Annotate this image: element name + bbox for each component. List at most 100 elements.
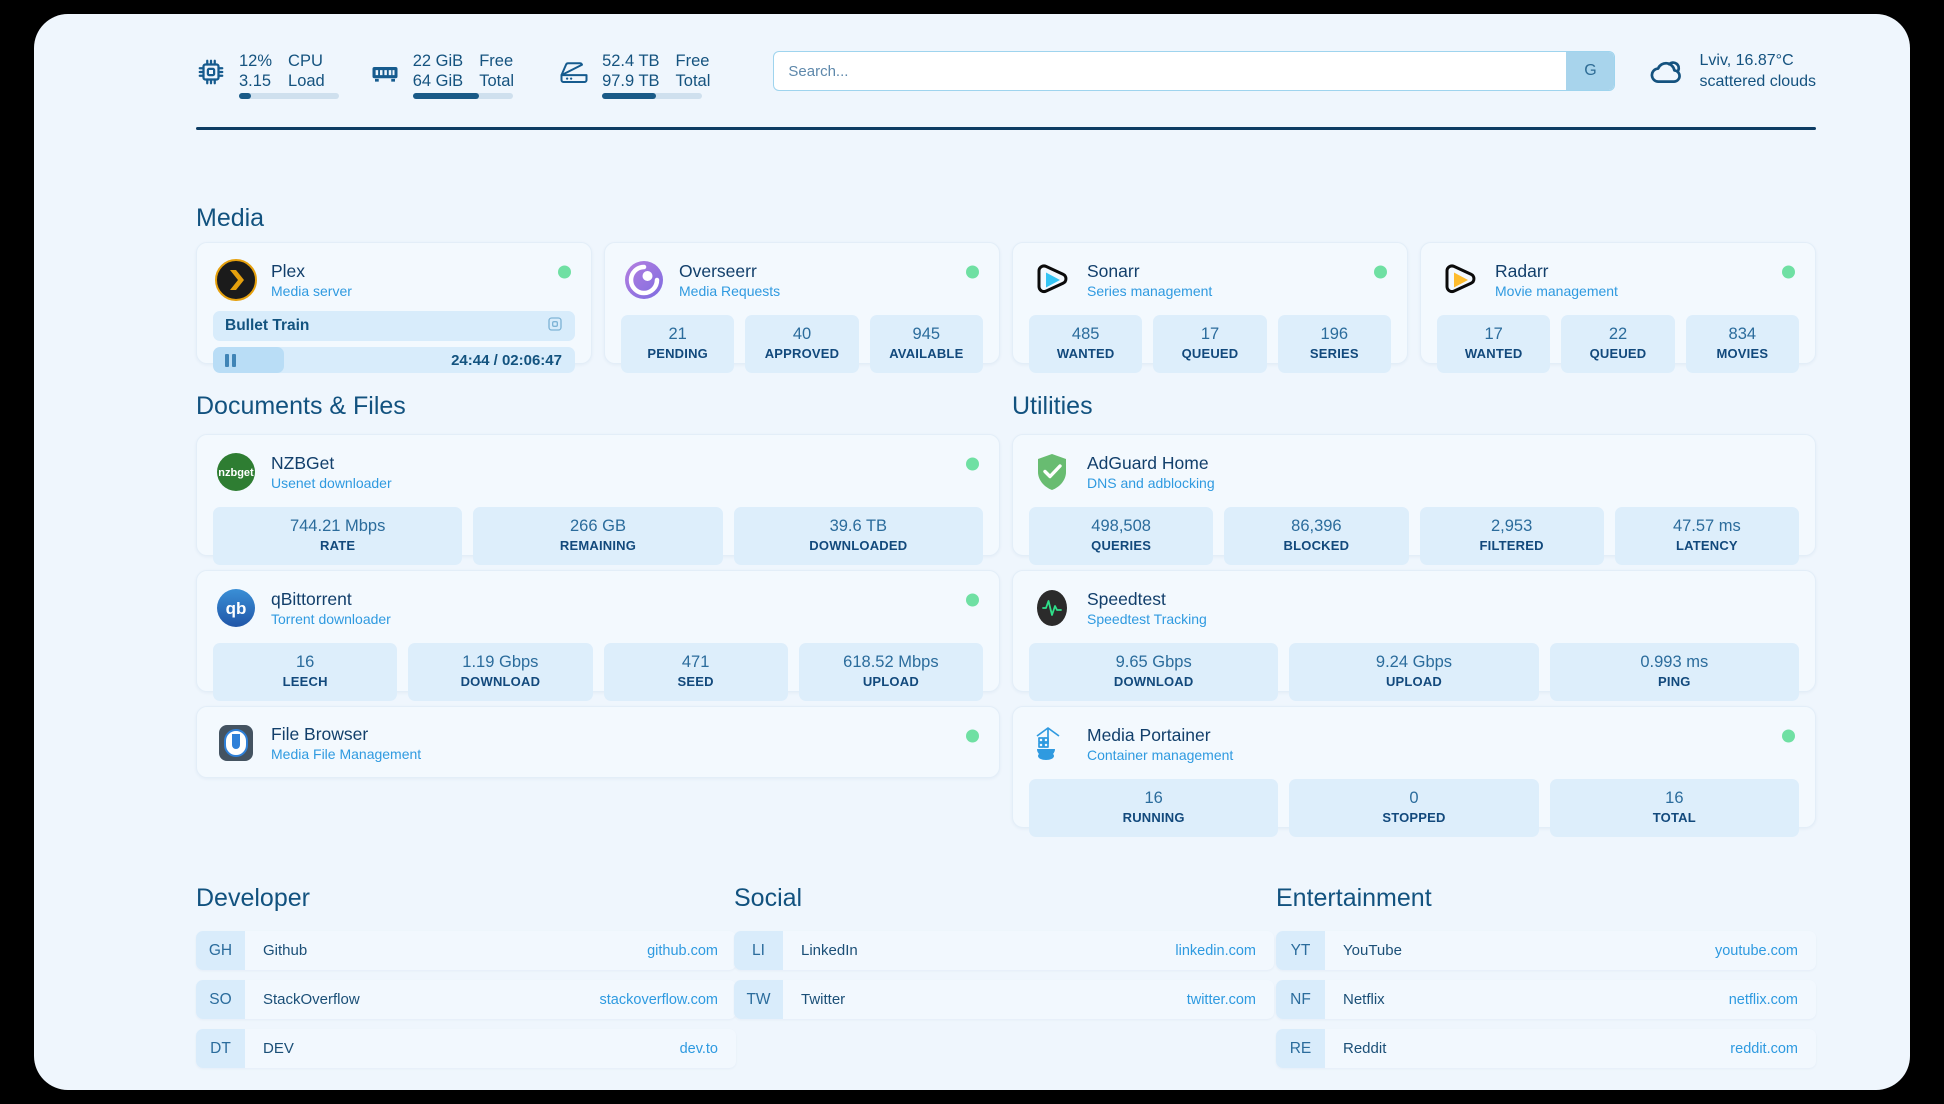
stat-label: SERIES xyxy=(1309,346,1359,361)
bookmark-name: YouTube xyxy=(1343,942,1402,959)
bookmark-item-youtube[interactable]: YT YouTube youtube.com xyxy=(1276,931,1816,970)
cpu-usage-value: 12% xyxy=(239,52,273,70)
card-sonarr-header: Sonarr Series management xyxy=(1013,243,1407,301)
stat-box: 1.19 Gbps DOWNLOAD xyxy=(408,643,593,701)
stat-box: 16 TOTAL xyxy=(1549,779,1799,837)
radarr-icon xyxy=(1439,259,1481,301)
stat-label: MOVIES xyxy=(1716,346,1769,361)
stat-label: RUNNING xyxy=(1122,810,1185,825)
bookmark-item-dev[interactable]: DT DEV dev.to xyxy=(196,1029,736,1068)
status-dot-sonarr xyxy=(1374,265,1387,279)
bookmark-abbr: SO xyxy=(196,980,245,1019)
bookmark-item-linkedin[interactable]: LI LinkedIn linkedin.com xyxy=(734,931,1274,970)
card-speedtest[interactable]: Speedtest Speedtest Tracking 9.65 Gbps D… xyxy=(1012,570,1816,701)
stat-value: 2,953 xyxy=(1490,517,1533,535)
card-sonarr[interactable]: Sonarr Series management 485 WANTED 17 Q… xyxy=(1012,242,1408,373)
ram-label-2: Total xyxy=(479,72,515,90)
cpu-label-1: CPU xyxy=(288,52,323,70)
bookmark-url[interactable]: stackoverflow.com xyxy=(599,991,718,1008)
bookmark-group-title: Developer xyxy=(196,884,310,912)
card-radarr[interactable]: Radarr Movie management 17 WANTED 22 QUE… xyxy=(1420,242,1816,373)
bookmark-group-title: Entertainment xyxy=(1276,884,1432,912)
stat-box: 39.6 TB DOWNLOADED xyxy=(733,507,983,565)
card-sonarr-name: Sonarr xyxy=(1087,260,1140,281)
card-speedtest-header: Speedtest Speedtest Tracking xyxy=(1013,571,1815,629)
bookmark-name: DEV xyxy=(263,1040,294,1057)
bookmark-url[interactable]: linkedin.com xyxy=(1175,942,1256,959)
bookmark-url[interactable]: twitter.com xyxy=(1186,991,1256,1008)
card-filebrowser[interactable]: File Browser Media File Management xyxy=(196,706,1000,778)
plex-progress-bar[interactable]: 24:44 / 02:06:47 xyxy=(213,347,575,373)
card-overseerr[interactable]: Overseerr Media Requests 21 PENDING 40 A… xyxy=(604,242,1000,373)
bookmark-url[interactable]: github.com xyxy=(647,942,718,959)
scattered-clouds-icon xyxy=(1648,54,1686,88)
disk-free-value: 52.4 TB xyxy=(602,52,660,70)
portainer-icon xyxy=(1031,723,1073,765)
card-portainer[interactable]: Media Portainer Container management 16 … xyxy=(1012,706,1816,837)
bookmark-url[interactable]: reddit.com xyxy=(1730,1040,1798,1057)
cast-icon[interactable] xyxy=(547,316,563,337)
top-bar: 12% 3.15 CPU Load xyxy=(196,40,1816,102)
card-adguard[interactable]: AdGuard Home DNS and adblocking 498,508 … xyxy=(1012,434,1816,565)
speedtest-icon xyxy=(1031,587,1073,629)
status-dot-plex xyxy=(558,265,571,279)
bookmark-abbr: GH xyxy=(196,931,245,970)
stat-label: QUEUED xyxy=(1181,346,1239,361)
bookmark-group-developer: Developer GH Github github.com SO StackO… xyxy=(196,884,736,1078)
stat-box: 266 GB REMAINING xyxy=(473,507,723,565)
stat-label: LATENCY xyxy=(1675,538,1738,553)
weather-condition: scattered clouds xyxy=(1699,73,1816,90)
stat-value: 834 xyxy=(1728,325,1757,343)
search-input[interactable] xyxy=(774,52,1567,90)
status-dot-overseerr xyxy=(966,265,979,279)
overseerr-icon xyxy=(623,259,665,301)
status-dot-radarr xyxy=(1782,265,1795,279)
card-plex-header: Plex Media server xyxy=(197,243,591,301)
stat-value: 266 GB xyxy=(570,517,626,535)
bookmark-item-reddit[interactable]: RE Reddit reddit.com xyxy=(1276,1029,1816,1068)
card-plex[interactable]: Plex Media server Bullet Train 24:44 / 0… xyxy=(196,242,592,373)
bookmark-group-social: Social LI LinkedIn linkedin.com TW Twitt… xyxy=(734,884,1274,1029)
ram-icon xyxy=(370,57,400,87)
cpu-progress-bar xyxy=(239,93,339,99)
stat-label: RATE xyxy=(320,538,356,553)
plex-media-title: Bullet Train xyxy=(225,317,310,334)
stat-value: 22 xyxy=(1608,325,1628,343)
bookmark-item-github[interactable]: GH Github github.com xyxy=(196,931,736,970)
bookmark-name: Twitter xyxy=(801,991,846,1008)
ram-free-value: 22 GiB xyxy=(412,52,464,70)
card-portainer-subtitle: Container management xyxy=(1087,746,1234,763)
ram-total-value: 64 GiB xyxy=(412,72,464,90)
status-dot-portainer xyxy=(1782,729,1795,743)
bookmark-item-stackoverflow[interactable]: SO StackOverflow stackoverflow.com xyxy=(196,980,736,1019)
stat-label: WANTED xyxy=(1464,346,1523,361)
bookmark-url[interactable]: netflix.com xyxy=(1728,991,1798,1008)
bookmark-url[interactable]: dev.to xyxy=(679,1040,718,1057)
disk-stat-widget: 52.4 TB 97.9 TB Free Total xyxy=(559,51,710,99)
stat-box: 0.993 ms PING xyxy=(1549,643,1799,701)
bookmark-item-twitter[interactable]: TW Twitter twitter.com xyxy=(734,980,1274,1019)
stat-box: 196 SERIES xyxy=(1277,315,1391,373)
stat-box: 485 WANTED xyxy=(1029,315,1143,373)
weather-location-temp: Lviv, 16.87°C xyxy=(1699,52,1794,69)
stat-box: 21 PENDING xyxy=(621,315,735,373)
bookmark-abbr: DT xyxy=(196,1029,245,1068)
stat-box: 86,396 BLOCKED xyxy=(1224,507,1409,565)
pause-icon[interactable] xyxy=(225,353,236,367)
qbittorrent-stats: 16 LEECH 1.19 Gbps DOWNLOAD 471 SEED 618… xyxy=(197,629,999,717)
stat-label: PING xyxy=(1658,674,1691,689)
card-plex-name: Plex xyxy=(271,260,306,281)
card-nzbget[interactable]: nzbget NZBGet Usenet downloader 744.21 M… xyxy=(196,434,1000,565)
disk-icon xyxy=(559,57,589,87)
card-portainer-header: Media Portainer Container management xyxy=(1013,707,1815,765)
bookmark-item-netflix[interactable]: NF Netflix netflix.com xyxy=(1276,980,1816,1019)
card-filebrowser-name: File Browser xyxy=(271,723,369,744)
speedtest-stats: 9.65 Gbps DOWNLOAD 9.24 Gbps UPLOAD 0.99… xyxy=(1013,629,1815,717)
search-bar[interactable]: G xyxy=(773,51,1616,91)
card-qbittorrent[interactable]: qb qBittorrent Torrent downloader 16 LEE… xyxy=(196,570,1000,701)
stat-value: 744.21 Mbps xyxy=(289,517,386,535)
ram-progress-bar xyxy=(412,93,513,99)
nzbget-icon: nzbget xyxy=(215,451,257,493)
search-engine-button[interactable]: G xyxy=(1566,52,1615,90)
bookmark-url[interactable]: youtube.com xyxy=(1714,942,1798,959)
